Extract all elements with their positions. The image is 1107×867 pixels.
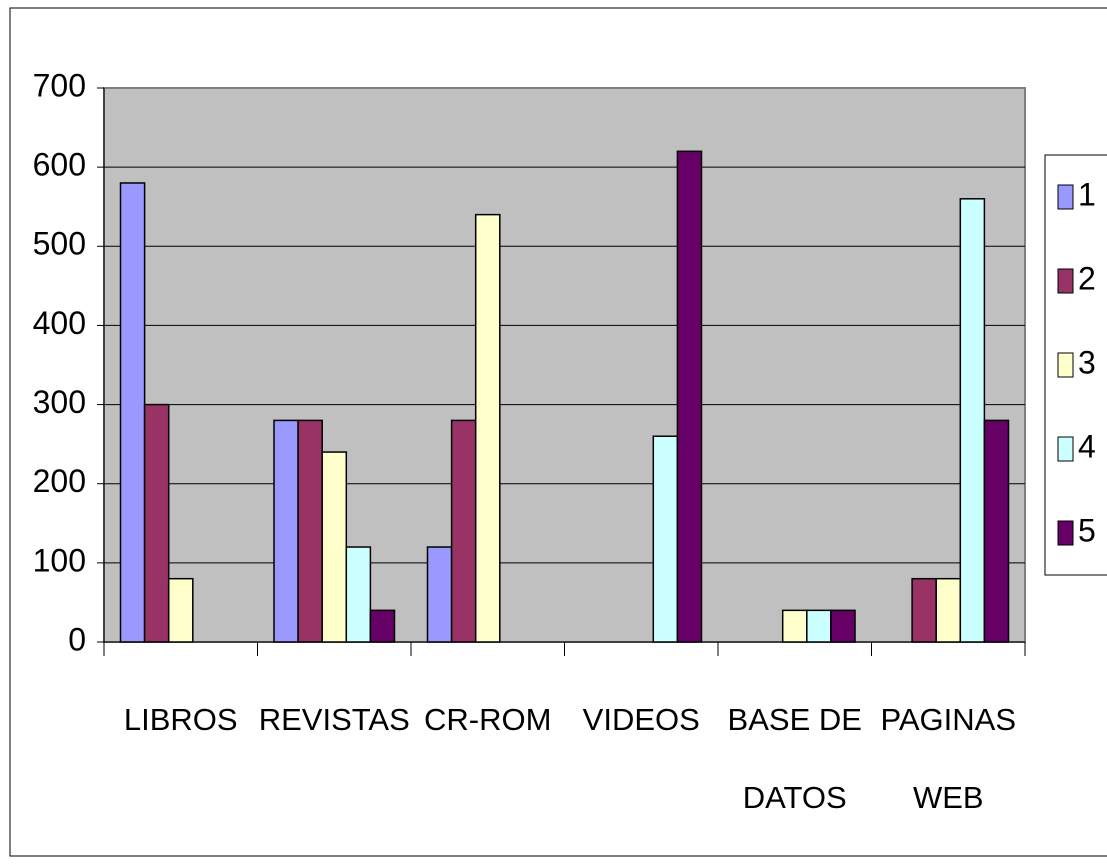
bar	[450, 419, 477, 643]
bar	[935, 577, 962, 643]
legend-label: 5	[1078, 512, 1096, 548]
bar	[806, 609, 832, 643]
bar	[426, 546, 453, 643]
legend-swatch	[1057, 352, 1074, 378]
bar	[983, 419, 1010, 643]
x-tick-label: VIDEOS	[583, 702, 700, 737]
x-tick-label: CR-ROM	[424, 702, 551, 737]
bar	[119, 182, 146, 643]
bar	[321, 451, 348, 643]
legend-label: 4	[1078, 428, 1096, 464]
legend-box	[1044, 154, 1107, 576]
y-tick-label: 700	[33, 67, 86, 103]
legend-swatch	[1057, 184, 1074, 210]
x-tick-label: REVISTAS	[259, 702, 410, 737]
bar	[273, 419, 299, 643]
bar	[345, 546, 372, 643]
bar	[676, 150, 703, 643]
y-tick-label: 400	[33, 305, 86, 341]
bar	[167, 577, 194, 643]
bar	[781, 609, 808, 643]
x-tick-label: LIBROS	[124, 702, 238, 737]
bar	[297, 419, 323, 643]
bar	[652, 435, 679, 643]
y-tick-label: 100	[33, 542, 86, 578]
legend-label: 3	[1078, 344, 1096, 380]
bar	[143, 403, 170, 643]
y-tick-label: 300	[33, 384, 86, 420]
x-tick-label: BASE DE DATOS	[728, 702, 862, 815]
bar	[474, 213, 501, 643]
legend-label: 2	[1078, 260, 1096, 296]
bar	[369, 609, 396, 643]
y-tick-label: 600	[33, 147, 86, 183]
bar	[911, 577, 937, 643]
y-tick-label: 500	[33, 226, 86, 262]
legend-swatch	[1057, 520, 1074, 546]
plot-area	[103, 87, 1026, 643]
x-tick-label: PAGINAS WEB	[880, 702, 1016, 815]
legend-swatch	[1057, 436, 1074, 462]
y-tick-label: 200	[33, 463, 86, 499]
bar	[830, 609, 856, 643]
bar	[959, 198, 986, 643]
y-tick-label: 0	[68, 621, 86, 657]
legend-label: 1	[1078, 176, 1096, 212]
legend-swatch	[1057, 268, 1074, 294]
